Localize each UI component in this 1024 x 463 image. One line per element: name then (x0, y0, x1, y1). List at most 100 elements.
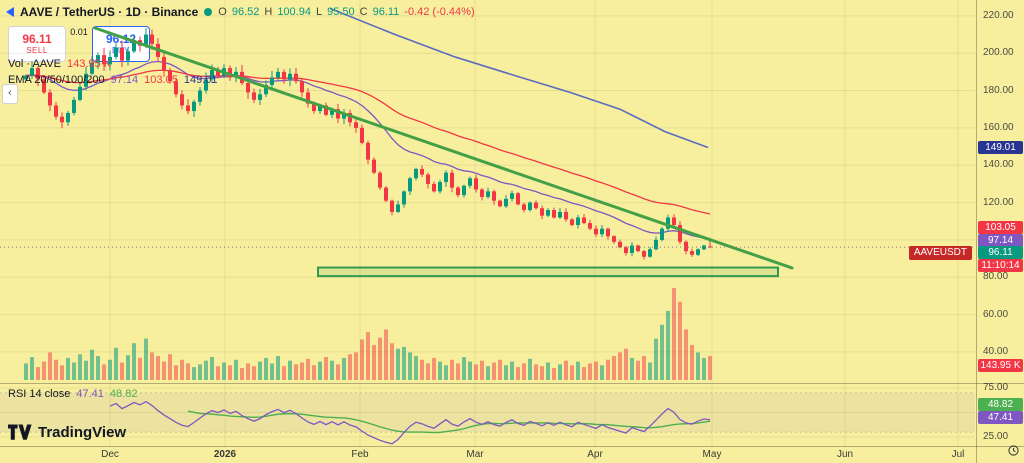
volume-bar (510, 361, 514, 380)
volume-bar (450, 359, 454, 380)
candle-body (90, 62, 94, 74)
ema-legend-title[interactable]: EMA 20/50/100/200 (8, 74, 105, 86)
candle-body (234, 71, 238, 78)
volume-bar (612, 356, 616, 380)
clock-icon[interactable] (1008, 443, 1019, 461)
rsi-legend-title[interactable]: RSI 14 close (8, 388, 71, 400)
volume-bar (432, 357, 436, 380)
volume-bar (660, 324, 664, 380)
volume-bar (378, 337, 382, 380)
candle-body (204, 79, 208, 91)
price-tick: 120.00 (983, 197, 1014, 208)
volume-legend-title[interactable]: Vol · AAVE (8, 58, 61, 70)
volume-bar (108, 359, 112, 380)
volume-bar (264, 357, 268, 380)
volume-bar (336, 364, 340, 380)
volume-bar (666, 311, 670, 380)
sell-button[interactable]: 96.11 SELL (8, 26, 66, 62)
volume-bar (702, 357, 706, 380)
candle-body (474, 178, 478, 190)
candle-body (306, 92, 310, 104)
volume-bar (546, 362, 550, 380)
candle-body (270, 77, 274, 85)
candle-body (510, 193, 514, 199)
time-tick: Jun (836, 449, 854, 460)
rsi-band (0, 392, 975, 433)
symbol-title[interactable]: AAVE / TetherUS · 1D · Binance (20, 5, 199, 19)
candle-body (102, 55, 106, 65)
rsi-legend: RSI 14 close 47.41 48.82 (8, 388, 137, 400)
candle-body (480, 189, 484, 197)
candle-body (414, 168, 418, 179)
candle-body (594, 228, 598, 235)
volume-bar (492, 362, 496, 380)
price-tick: 200.00 (983, 47, 1014, 58)
tradingview-logo[interactable]: TradingView (8, 423, 126, 442)
candle-body (564, 211, 568, 220)
trendline-drawing[interactable] (93, 26, 794, 270)
tradingview-logo-icon (8, 424, 32, 440)
volume-bar (186, 363, 190, 380)
volume-bar (60, 365, 64, 380)
volume-bar (498, 359, 502, 380)
rsi-ma-line (187, 410, 711, 434)
candle-body (48, 92, 52, 106)
volume-bar (444, 365, 448, 380)
volume-bar (288, 360, 292, 380)
candle-body (438, 182, 442, 192)
volume-bar (648, 362, 652, 380)
volume-bar (600, 365, 604, 380)
volume-bar (216, 366, 220, 380)
volume-bar (330, 360, 334, 380)
volume-bar (36, 367, 40, 380)
volume-bar (462, 357, 466, 380)
volume-bar (54, 359, 58, 380)
sell-price: 96.11 (22, 31, 52, 46)
volume-bar (96, 356, 100, 380)
time-tick: Feb (351, 449, 369, 460)
volume-bar (672, 288, 676, 380)
price-label-badge: 47.41 (978, 411, 1023, 424)
price-tick: 60.00 (983, 309, 1009, 320)
candle-body (264, 84, 268, 95)
toolbar-collapse-button[interactable]: ‹ (2, 84, 18, 104)
rsi-line (109, 400, 711, 445)
ohlc-values: O 96.52 H 100.94 L 95.50 C 96.11 -0.42 (… (218, 6, 474, 18)
back-arrow-icon[interactable] (6, 7, 14, 17)
candle-body (186, 105, 190, 112)
candle-body (588, 223, 592, 229)
candle-body (288, 73, 292, 80)
volume-bar (516, 367, 520, 380)
price-axis[interactable]: 220.00 200.00 180.00 160.00 140.00 120.00 80.0… (976, 0, 1024, 463)
price-label-badge: 103.05 (978, 221, 1023, 234)
candle-body (84, 73, 88, 87)
volume-bar (312, 365, 316, 380)
volume-bar (300, 362, 304, 380)
candle-body (108, 56, 112, 65)
price-label-badge: 96.11 (978, 246, 1023, 259)
candle-body (378, 172, 382, 188)
candle-body (60, 116, 64, 123)
volume-bar (396, 348, 400, 380)
time-axis[interactable]: Dec 2026 Feb Mar Apr May Jun Jul (0, 446, 1024, 463)
volume-bar (456, 363, 460, 380)
candle-body (468, 178, 472, 186)
volume-bar (402, 346, 406, 380)
volume-bar (234, 359, 238, 380)
volume-bar (564, 360, 568, 380)
volume-bar (84, 360, 88, 380)
candle-body (312, 103, 316, 112)
candle-body (504, 198, 508, 207)
candle-body (72, 99, 76, 113)
candle-body (420, 168, 424, 175)
candle-body (318, 105, 322, 112)
ema-legend: EMA 20/50/100/200 97.14 103.05 149.01 (8, 74, 217, 86)
rsi-legend-values: 47.41 48.82 (76, 388, 137, 400)
candle-body (630, 245, 634, 253)
volume-bar (690, 345, 694, 380)
volume-bar (480, 360, 484, 380)
candle-body (498, 200, 502, 207)
volume-bar (102, 364, 106, 380)
support-zone-drawing[interactable] (317, 266, 779, 278)
